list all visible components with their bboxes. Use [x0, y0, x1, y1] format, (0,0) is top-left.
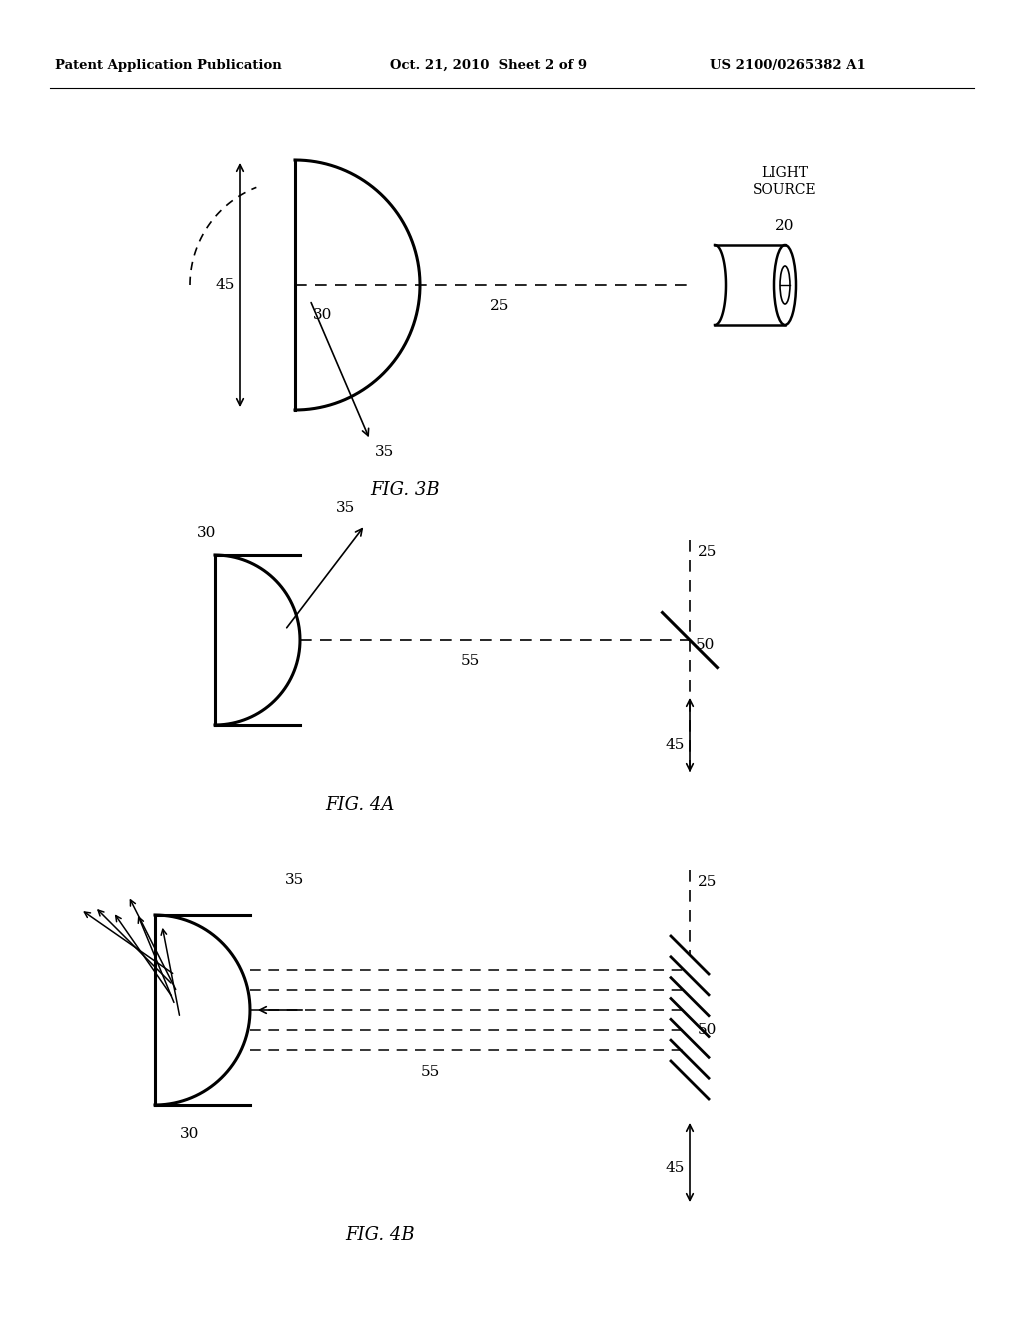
Text: 55: 55	[461, 653, 479, 668]
Text: 45: 45	[216, 279, 234, 292]
Text: 25: 25	[698, 875, 718, 888]
Text: 35: 35	[285, 873, 304, 887]
Text: 30: 30	[180, 1127, 200, 1140]
Text: 45: 45	[666, 738, 685, 752]
Text: 20: 20	[775, 219, 795, 234]
Text: Patent Application Publication: Patent Application Publication	[55, 58, 282, 71]
Text: 55: 55	[421, 1065, 439, 1078]
Text: 50: 50	[698, 1023, 718, 1038]
Text: 35: 35	[375, 445, 394, 459]
Text: LIGHT
SOURCE: LIGHT SOURCE	[754, 166, 817, 197]
Text: FIG. 4A: FIG. 4A	[326, 796, 394, 814]
Text: 30: 30	[313, 308, 333, 322]
Text: US 2100/0265382 A1: US 2100/0265382 A1	[710, 58, 865, 71]
Text: FIG. 4B: FIG. 4B	[345, 1226, 415, 1243]
Text: 30: 30	[198, 525, 217, 540]
Text: FIG. 3B: FIG. 3B	[370, 480, 439, 499]
Text: 45: 45	[666, 1160, 685, 1175]
Text: 50: 50	[696, 638, 716, 652]
Text: 25: 25	[698, 545, 718, 558]
Text: 25: 25	[490, 300, 510, 313]
Text: Oct. 21, 2010  Sheet 2 of 9: Oct. 21, 2010 Sheet 2 of 9	[390, 58, 587, 71]
Text: 35: 35	[336, 502, 355, 515]
